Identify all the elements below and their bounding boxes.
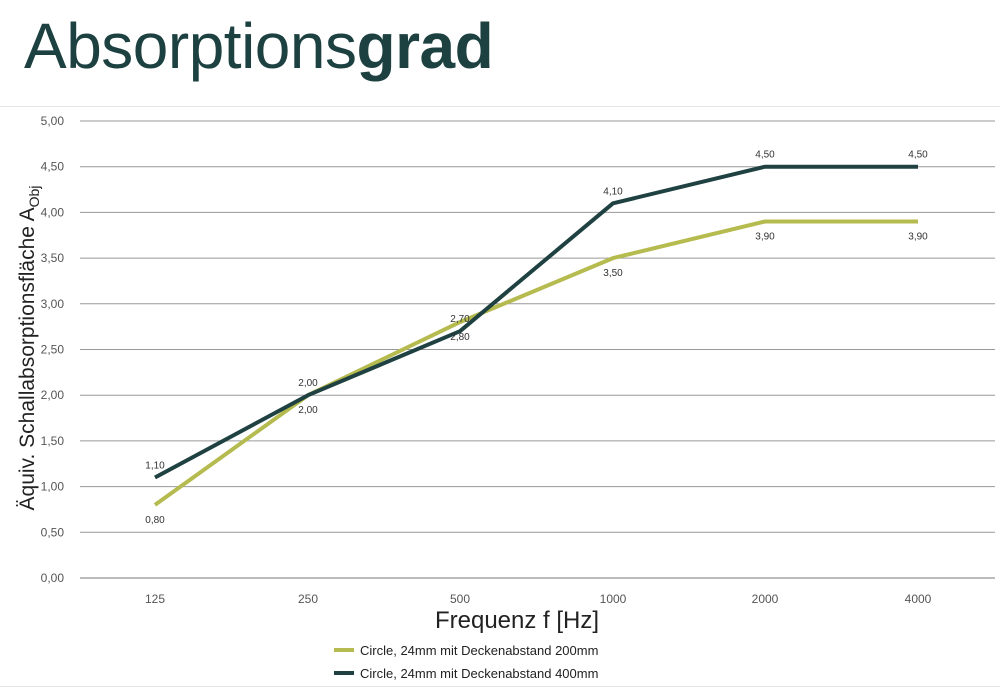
data-label: 2,00 — [298, 405, 318, 416]
x-tick-label: 250 — [298, 592, 318, 606]
data-label: 4,50 — [755, 150, 775, 161]
y-tick-label: 4,50 — [41, 160, 65, 174]
y-tick-label: 5,00 — [41, 114, 65, 128]
title-regular: Absorptions — [24, 10, 357, 82]
y-axis-title: Äquiv. Schallabsorptionsfläche AObj — [16, 186, 42, 511]
data-label: 4,10 — [603, 186, 623, 197]
data-label: 0,80 — [145, 515, 165, 526]
y-tick-labels: 0,00 0,50 1,00 1,50 2,00 2,50 3,00 3,50 4,00 4,50… — [41, 114, 65, 585]
data-label: 4,50 — [908, 150, 928, 161]
data-label: 2,00 — [298, 378, 318, 389]
legend-label: Circle, 24mm mit Deckenabstand 400mm — [360, 666, 598, 681]
legend: Circle, 24mm mit Deckenabstand 200mm Circ… — [334, 643, 598, 681]
y-tick-label: 2,50 — [41, 343, 65, 357]
y-tick-label: 2,00 — [41, 388, 65, 402]
title-divider — [0, 106, 1000, 107]
x-tick-label: 1000 — [600, 592, 627, 606]
series-line-1 — [153, 219, 918, 507]
y-tick-label: 3,00 — [41, 297, 65, 311]
grid-lines — [80, 120, 995, 579]
data-label: 3,50 — [603, 268, 623, 279]
series-line-2 — [154, 164, 918, 480]
data-label: 2,80 — [450, 332, 470, 343]
page-title: Absorptionsgrad — [24, 14, 494, 78]
legend-label: Circle, 24mm mit Deckenabstand 200mm — [360, 643, 598, 658]
data-label: 1,10 — [145, 460, 165, 471]
y-tick-label: 0,50 — [41, 525, 65, 539]
x-tick-label: 2000 — [752, 592, 779, 606]
data-label: 3,90 — [908, 232, 928, 243]
x-tick-label: 500 — [450, 592, 470, 606]
y-tick-label: 1,50 — [41, 434, 65, 448]
title-bold: grad — [356, 10, 494, 82]
data-label: 3,90 — [755, 232, 775, 243]
x-tick-label: 4000 — [905, 592, 932, 606]
x-tick-label: 125 — [145, 592, 165, 606]
bottom-divider — [0, 686, 1000, 687]
y-tick-label: 3,50 — [41, 251, 65, 265]
x-tick-labels: 125 250 500 1000 2000 4000 — [145, 592, 932, 606]
data-labels: 0,80 2,00 2,80 3,50 3,90 3,90 1,10 2,00 2,70 4,10… — [145, 150, 928, 526]
y-tick-label: 1,00 — [41, 480, 65, 494]
data-label: 2,70 — [450, 314, 470, 325]
y-tick-label: 0,00 — [41, 571, 65, 585]
x-axis-title: Frequenz f [Hz] — [435, 607, 599, 634]
y-tick-label: 4,00 — [41, 205, 65, 219]
series-lines — [153, 164, 918, 507]
